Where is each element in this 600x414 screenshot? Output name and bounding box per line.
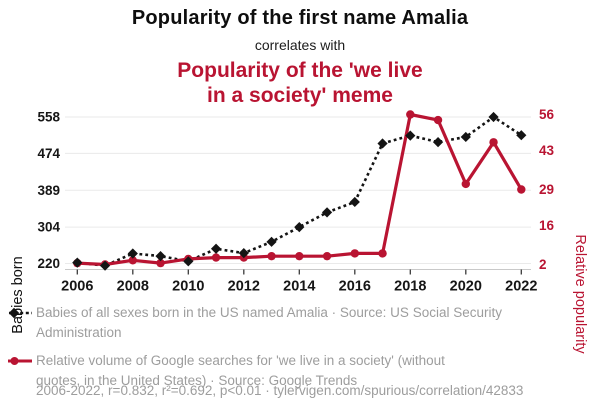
legend-item-searches: Relative volume of Google searches for '… — [8, 351, 592, 391]
legend-searches-line2: quotes, in the United States) · Source: … — [36, 373, 358, 388]
legend-searches-line1: Relative volume of Google searches for '… — [36, 353, 445, 368]
red-series-line — [77, 112, 523, 267]
black-diamond-dashed-line-icon — [8, 307, 32, 319]
correlation-line-chart: 2006 2008 2010 2012 2014 2016 2018 2020 2022 220 3… — [37, 107, 555, 295]
x-tick-label: 2012 — [228, 279, 260, 295]
left-tick-label: 304 — [37, 220, 60, 235]
right-axis-ticks: 2 16 29 43 56 — [539, 107, 555, 272]
page-title: Popularity of the first name Amalia — [131, 7, 469, 29]
left-axis-ticks: 220 304 389 474 558 — [37, 110, 60, 272]
x-tick-label: 2018 — [394, 279, 426, 295]
gridlines — [65, 116, 531, 264]
footer-stats: 2006-2022, r=0.832, r²=0.692, p<0.01 · t… — [36, 383, 524, 398]
x-tick-label: 2010 — [172, 279, 204, 295]
secondary-title-line2: in a society' meme — [207, 84, 393, 107]
chart-header: Popularity of the first name Amalia corr… — [0, 0, 600, 108]
right-tick-label: 16 — [539, 218, 555, 233]
red-circle-solid-line-icon — [8, 357, 32, 365]
x-axis: 2006 2008 2010 2012 2014 2016 2018 2020 2022 — [61, 269, 537, 295]
red-series-markers — [73, 110, 526, 269]
legend: Babies of all sexes born in the US named… — [8, 303, 592, 399]
black-series-line — [77, 115, 523, 267]
left-tick-label: 474 — [37, 146, 60, 161]
legend-babies-line1: Babies of all sexes born in the US named… — [36, 305, 502, 320]
secondary-title: Popularity of the 'we live in a society'… — [0, 58, 600, 108]
chart-plot-area: 2006 2008 2010 2012 2014 2016 2018 2020 2022 220 3… — [0, 104, 600, 354]
x-tick-label: 2020 — [450, 279, 482, 295]
black-series-markers — [72, 111, 527, 271]
x-tick-label: 2022 — [505, 279, 537, 295]
right-tick-label: 29 — [539, 182, 554, 197]
right-tick-label: 43 — [539, 143, 555, 158]
right-tick-label: 2 — [539, 257, 547, 272]
x-tick-label: 2016 — [339, 279, 371, 295]
legend-babies-line2: Administration — [36, 325, 122, 340]
correlates-with-label: correlates with — [254, 37, 346, 53]
x-tick-label: 2008 — [117, 279, 149, 295]
left-tick-label: 389 — [37, 183, 60, 198]
secondary-title-line1: Popularity of the 'we live — [177, 59, 423, 82]
legend-item-babies: Babies of all sexes born in the US named… — [8, 303, 592, 343]
left-tick-label: 558 — [37, 110, 60, 125]
legend-text-searches: Relative volume of Google searches for '… — [36, 351, 445, 391]
x-tick-label: 2006 — [61, 279, 93, 295]
left-tick-label: 220 — [37, 256, 60, 271]
x-tick-label: 2014 — [283, 279, 315, 295]
right-tick-label: 56 — [539, 107, 555, 122]
legend-text-babies: Babies of all sexes born in the US named… — [36, 303, 502, 343]
